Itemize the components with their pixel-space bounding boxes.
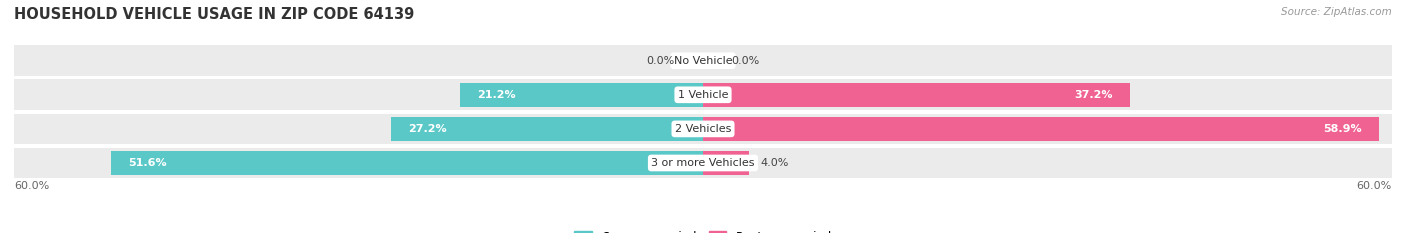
Bar	[391, 116, 703, 141]
Text: 3 or more Vehicles: 3 or more Vehicles	[651, 158, 755, 168]
Text: 0.0%: 0.0%	[645, 56, 675, 66]
Text: HOUSEHOLD VEHICLE USAGE IN ZIP CODE 64139: HOUSEHOLD VEHICLE USAGE IN ZIP CODE 6413…	[14, 7, 415, 22]
Bar	[703, 151, 749, 175]
Bar	[703, 116, 1379, 141]
Text: 0.0%: 0.0%	[731, 56, 761, 66]
Text: Source: ZipAtlas.com: Source: ZipAtlas.com	[1281, 7, 1392, 17]
Bar	[111, 151, 703, 175]
Text: 4.0%: 4.0%	[761, 158, 789, 168]
Text: 1 Vehicle: 1 Vehicle	[678, 90, 728, 100]
Bar	[703, 82, 1130, 107]
Text: 27.2%: 27.2%	[408, 124, 447, 134]
Bar	[14, 113, 1392, 144]
Text: 60.0%: 60.0%	[1357, 181, 1392, 191]
Text: 37.2%: 37.2%	[1074, 90, 1114, 100]
Text: 21.2%: 21.2%	[477, 90, 516, 100]
Legend: Owner-occupied, Renter-occupied: Owner-occupied, Renter-occupied	[569, 226, 837, 233]
Text: 2 Vehicles: 2 Vehicles	[675, 124, 731, 134]
Bar	[14, 148, 1392, 178]
Bar	[14, 45, 1392, 76]
Bar	[460, 82, 703, 107]
Text: 51.6%: 51.6%	[128, 158, 166, 168]
Bar	[14, 79, 1392, 110]
Text: 58.9%: 58.9%	[1323, 124, 1362, 134]
Text: No Vehicle: No Vehicle	[673, 56, 733, 66]
Text: 60.0%: 60.0%	[14, 181, 49, 191]
